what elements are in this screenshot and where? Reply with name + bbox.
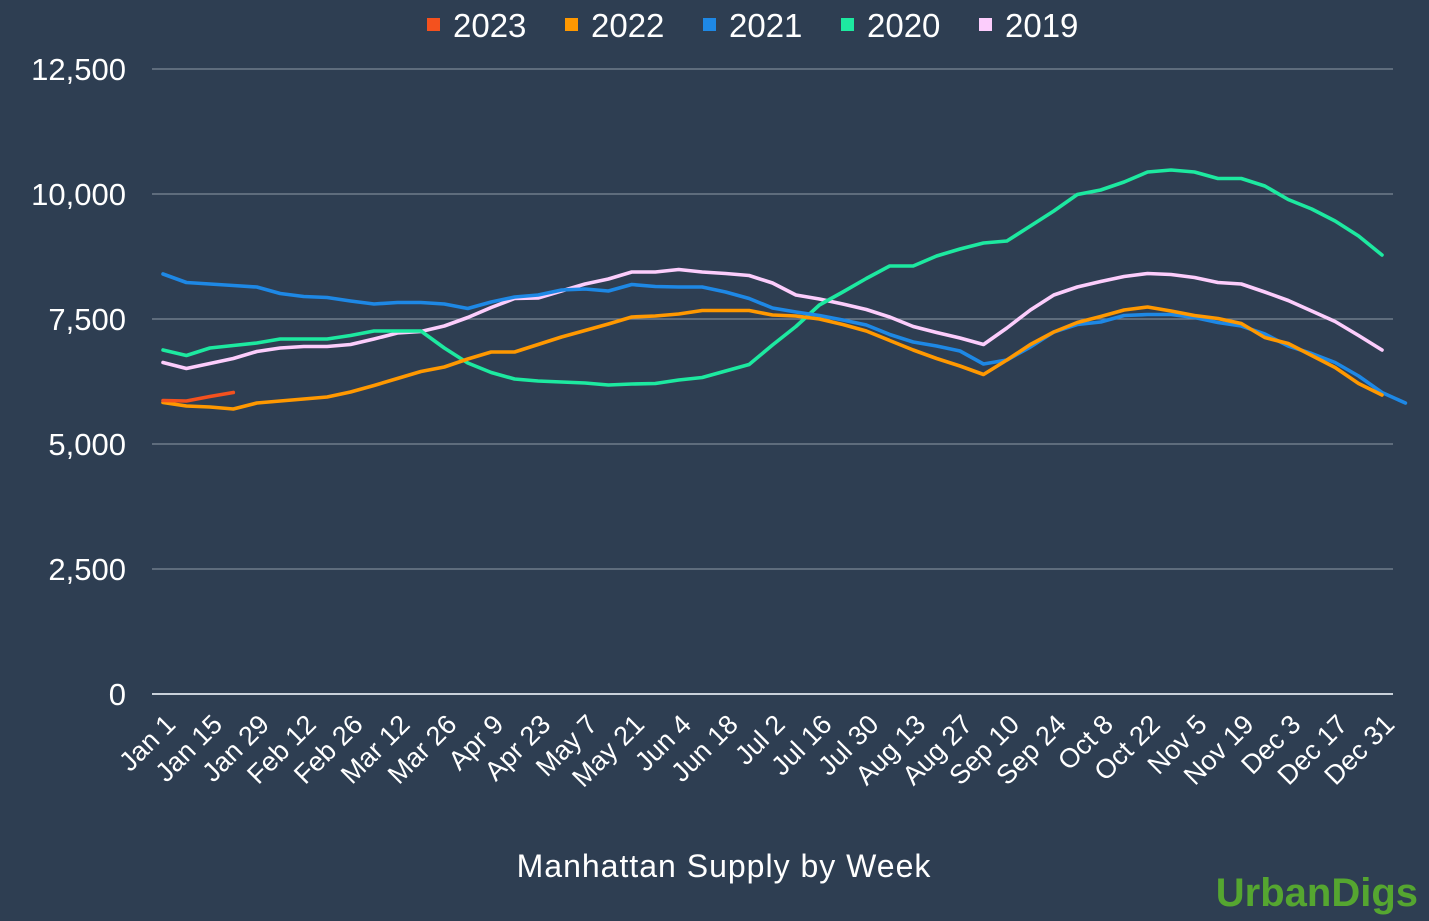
series-lines [161, 168, 1408, 411]
series-line-2020 [161, 168, 1384, 387]
y-tick-label: 0 [109, 677, 126, 712]
series-line-2021 [161, 272, 1408, 405]
legend-swatch-2019 [979, 18, 992, 31]
urbandigs-logo: UrbanDigs [1216, 871, 1418, 915]
y-tick-label: 10,000 [31, 177, 126, 212]
series-line-2023 [161, 390, 236, 403]
series-line-2019 [161, 267, 1384, 371]
legend-swatch-2021 [703, 18, 716, 31]
legend-label-2022: 2022 [591, 7, 664, 44]
y-axis-tick-labels: 0 2,500 5,000 7,500 10,000 12,500 [31, 52, 126, 712]
legend-label-2021: 2021 [729, 7, 802, 44]
legend: 2023 2022 2021 2020 2019 [427, 7, 1078, 44]
y-tick-label: 5,000 [48, 427, 126, 462]
legend-swatch-2022 [565, 18, 578, 31]
legend-label-2019: 2019 [1005, 7, 1078, 44]
grid-lines [152, 68, 1393, 695]
legend-swatch-2020 [841, 18, 854, 31]
legend-swatch-2023 [427, 18, 440, 31]
y-tick-label: 2,500 [48, 552, 126, 587]
y-tick-label: 12,500 [31, 52, 126, 87]
legend-label-2023: 2023 [453, 7, 526, 44]
legend-label-2020: 2020 [867, 7, 940, 44]
series-line-2022 [161, 305, 1384, 411]
y-tick-label: 7,500 [48, 302, 126, 337]
x-axis-title: Manhattan Supply by Week [517, 848, 932, 884]
